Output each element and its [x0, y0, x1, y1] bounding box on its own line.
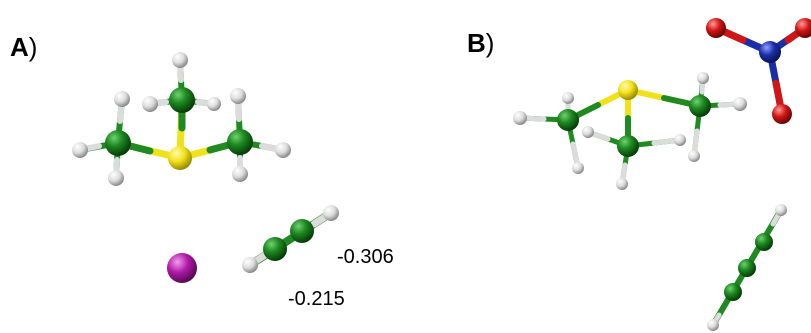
carbon-atom	[227, 129, 253, 155]
carbon-atom	[290, 219, 314, 243]
hydrogen-atom	[707, 319, 719, 331]
carbon-atom	[169, 87, 195, 113]
carbon-atom	[724, 283, 742, 301]
carbon-atom	[689, 95, 711, 117]
oxygen-atom	[795, 18, 811, 38]
sulfur-atom	[168, 146, 192, 170]
hydrogen-atom	[733, 97, 747, 111]
hydrogen-atom	[142, 96, 158, 112]
hydrogen-atom	[562, 92, 574, 104]
oxygen-atom	[772, 104, 792, 124]
hydrogen-atom	[616, 178, 628, 190]
panel-b	[513, 18, 811, 331]
hydrogen-atom	[572, 162, 584, 174]
nitrogen-atom	[759, 41, 781, 63]
sulfur-atom	[618, 80, 638, 100]
hydrogen-atom	[674, 134, 686, 146]
nitrate-anion	[706, 18, 811, 124]
carbon-atom	[263, 237, 287, 261]
hydrogen-atom	[697, 72, 709, 84]
hydrogen-atom	[242, 257, 258, 273]
hydrogen-atom	[207, 97, 221, 111]
hydrogen-atom	[114, 91, 130, 107]
carbon-atom	[755, 233, 773, 251]
panel-a: -0.306 -0.215	[72, 52, 394, 310]
oxygen-atom	[706, 18, 726, 38]
carbon-atom	[557, 109, 579, 131]
hydrogen-atom	[323, 205, 339, 221]
hydrogen-atom	[172, 52, 188, 68]
carbon-atom	[617, 135, 639, 157]
charge-label: -0.306	[337, 246, 394, 268]
atoms	[72, 52, 291, 186]
atoms	[513, 72, 747, 190]
hydrogen-atom	[72, 142, 88, 158]
carbon-atom	[738, 259, 756, 277]
hydrogen-atom	[275, 142, 291, 158]
trimethylsulfonium-cation-b	[513, 72, 747, 190]
hydrogen-atom	[513, 111, 527, 125]
hydrogen-atom	[232, 166, 248, 182]
charge-label: -0.215	[288, 288, 345, 310]
hydrogen-atom	[775, 204, 787, 216]
trimethylsulfonium-cation-a	[72, 52, 291, 186]
acetylene-molecule-a	[242, 205, 339, 273]
acetylene-molecule-b	[707, 204, 787, 331]
panel-label-b: B)	[467, 28, 494, 58]
iodide-anion	[167, 253, 197, 283]
carbon-atom	[105, 130, 131, 156]
hydrogen-atom	[108, 170, 124, 186]
panel-label-a: A)	[10, 32, 37, 62]
hydrogen-atom	[582, 126, 594, 138]
hydrogen-atom	[230, 88, 246, 104]
hydrogen-atom	[688, 150, 700, 162]
